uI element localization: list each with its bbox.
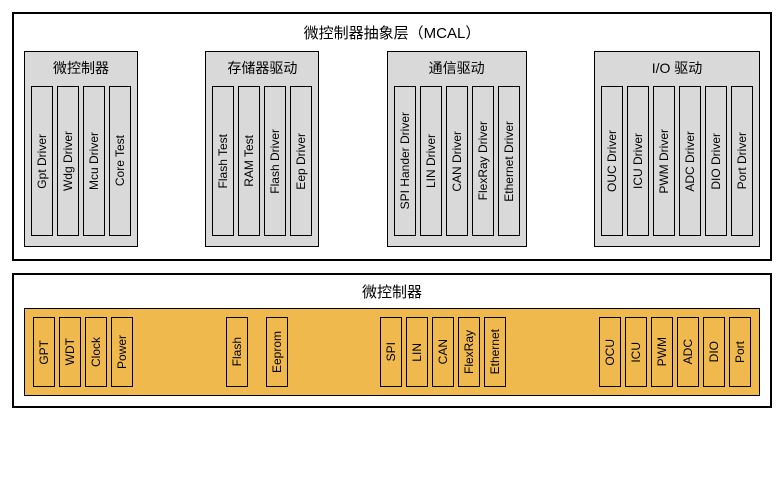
- hw-item: LIN: [406, 317, 428, 387]
- hw-group: SPI LIN CAN FlexRay Ethernet: [380, 317, 506, 387]
- driver-item: Mcu Driver: [83, 86, 105, 236]
- driver-label: FlexRay Driver: [476, 121, 490, 200]
- driver-item: PWM Driver: [653, 86, 675, 236]
- hw-label: DIO: [707, 341, 721, 362]
- driver-label: SPI Hander Driver: [398, 112, 412, 209]
- driver-item: Flash Test: [212, 86, 234, 236]
- hw-item: Clock: [85, 317, 107, 387]
- hw-label: CAN: [436, 339, 450, 364]
- driver-label: Gpt Driver: [35, 134, 49, 189]
- driver-label: PWM Driver: [657, 129, 671, 194]
- hw-label: FlexRay: [462, 330, 476, 374]
- hw-group: OCU ICU PWM ADC DIO Port: [599, 317, 751, 387]
- mcal-layer-box: 微控制器抽象层（MCAL） 微控制器 Gpt Driver Wdg Driver Mc…: [12, 12, 772, 261]
- hw-label: OCU: [603, 339, 617, 366]
- hw-item: FlexRay: [458, 317, 480, 387]
- driver-item: LIN Driver: [420, 86, 442, 236]
- hw-label: WDT: [63, 338, 77, 365]
- driver-item: SPI Hander Driver: [394, 86, 416, 236]
- driver-item: ICU Driver: [627, 86, 649, 236]
- mcal-items-row: SPI Hander Driver LIN Driver CAN Driver Fle…: [394, 86, 520, 236]
- hw-item: DIO: [703, 317, 725, 387]
- hw-label: Flash: [230, 337, 244, 366]
- hw-label: Ethernet: [488, 329, 502, 374]
- driver-label: DIO Driver: [709, 133, 723, 190]
- mcal-items-row: OUC Driver ICU Driver PWM Driver ADC Driver…: [601, 86, 753, 236]
- driver-label: Wdg Driver: [61, 131, 75, 191]
- hw-item: PWM: [651, 317, 673, 387]
- hw-label: Clock: [89, 337, 103, 367]
- microcontroller-title: 微控制器: [24, 281, 760, 302]
- driver-item: Ethernet Driver: [498, 86, 520, 236]
- hw-item: WDT: [59, 317, 81, 387]
- hw-label: ADC: [681, 339, 695, 364]
- driver-item: OUC Driver: [601, 86, 623, 236]
- hw-label: Port: [733, 341, 747, 363]
- driver-label: ICU Driver: [631, 133, 645, 189]
- driver-item: RAM Test: [238, 86, 260, 236]
- driver-item: ADC Driver: [679, 86, 701, 236]
- mcal-title: 微控制器抽象层（MCAL）: [24, 22, 760, 43]
- hw-item: ADC: [677, 317, 699, 387]
- driver-label: LIN Driver: [424, 134, 438, 188]
- driver-label: Ethernet Driver: [502, 121, 516, 202]
- hw-label: PWM: [655, 337, 669, 366]
- hw-label: ICU: [629, 342, 643, 363]
- mcal-items-row: Flash Test RAM Test Flash Driver Eep Driver: [212, 86, 312, 236]
- driver-label: Mcu Driver: [87, 132, 101, 190]
- driver-label: CAN Driver: [450, 131, 464, 192]
- driver-item: DIO Driver: [705, 86, 727, 236]
- hw-item: ICU: [625, 317, 647, 387]
- hw-group: GPT WDT Clock Power: [33, 317, 133, 387]
- driver-item: CAN Driver: [446, 86, 468, 236]
- hw-item: SPI: [380, 317, 402, 387]
- hw-label: LIN: [410, 343, 424, 362]
- driver-item: Flash Driver: [264, 86, 286, 236]
- driver-item: Core Test: [109, 86, 131, 236]
- mcal-group-title: 微控制器: [53, 58, 109, 78]
- mcal-group: I/O 驱动 OUC Driver ICU Driver PWM Driver ADC …: [594, 51, 760, 247]
- hw-item: Port: [729, 317, 751, 387]
- driver-label: Flash Test: [216, 134, 230, 188]
- hw-label: SPI: [384, 342, 398, 361]
- mcal-groups-row: 微控制器 Gpt Driver Wdg Driver Mcu Driver Core T…: [24, 51, 760, 247]
- driver-item: FlexRay Driver: [472, 86, 494, 236]
- hw-item: Eeprom: [266, 317, 288, 387]
- driver-label: RAM Test: [242, 135, 256, 187]
- hw-item: Power: [111, 317, 133, 387]
- driver-item: Gpt Driver: [31, 86, 53, 236]
- driver-item: Port Driver: [731, 86, 753, 236]
- driver-label: Flash Driver: [268, 129, 282, 194]
- hw-label: Eeprom: [270, 331, 284, 373]
- driver-label: Port Driver: [735, 132, 749, 189]
- hw-item: Ethernet: [484, 317, 506, 387]
- hw-item: Flash: [226, 317, 248, 387]
- driver-item: Eep Driver: [290, 86, 312, 236]
- microcontroller-box: 微控制器 GPT WDT Clock Power Flash Eeprom SPI LIN CA…: [12, 273, 772, 408]
- driver-label: ADC Driver: [683, 131, 697, 192]
- hw-item: OCU: [599, 317, 621, 387]
- hw-item: CAN: [432, 317, 454, 387]
- mcal-group-title: 通信驱动: [429, 58, 485, 78]
- mcal-group: 存储器驱动 Flash Test RAM Test Flash Driver Eep D…: [205, 51, 319, 247]
- hw-label: GPT: [37, 340, 51, 365]
- driver-label: Core Test: [113, 135, 127, 186]
- driver-label: OUC Driver: [605, 130, 619, 192]
- mcal-group-title: I/O 驱动: [652, 58, 703, 78]
- hw-item: GPT: [33, 317, 55, 387]
- hw-group: Flash Eeprom: [226, 317, 288, 387]
- mcal-group: 微控制器 Gpt Driver Wdg Driver Mcu Driver Core T…: [24, 51, 138, 247]
- hw-label: Power: [115, 335, 129, 369]
- driver-item: Wdg Driver: [57, 86, 79, 236]
- driver-label: Eep Driver: [294, 133, 308, 190]
- mcal-group: 通信驱动 SPI Hander Driver LIN Driver CAN Drive…: [387, 51, 527, 247]
- mcal-items-row: Gpt Driver Wdg Driver Mcu Driver Core Test: [31, 86, 131, 236]
- hw-strip: GPT WDT Clock Power Flash Eeprom SPI LIN CAN Flex…: [24, 308, 760, 396]
- mcal-group-title: 存储器驱动: [227, 58, 297, 78]
